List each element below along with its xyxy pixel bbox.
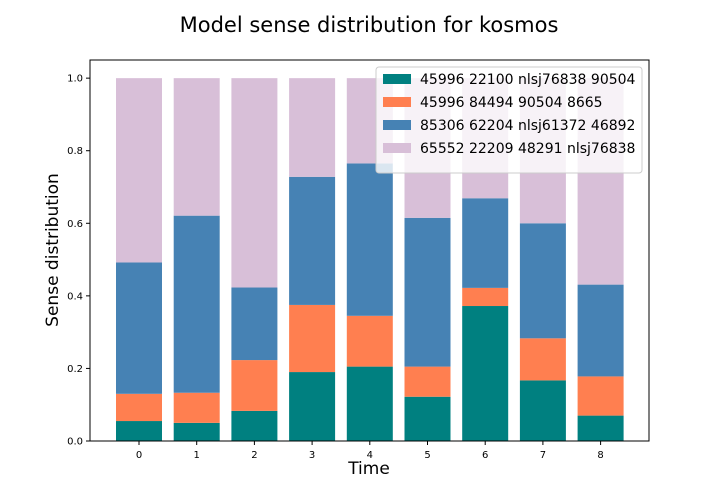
x-tick-label: 0 xyxy=(136,450,142,461)
legend-frame xyxy=(375,66,643,174)
bar-segment-s3-t0 xyxy=(116,78,162,263)
bar-segment-s1-t6 xyxy=(462,287,509,307)
bar-segment-s2-t8 xyxy=(577,284,624,377)
bar-segment-s3-t1 xyxy=(173,78,220,216)
legend-label: 45996 22100 nlsj76838 90504 xyxy=(420,72,636,88)
bar-segment-s2-t2 xyxy=(231,287,278,361)
bar-segment-s1-t4 xyxy=(346,315,393,367)
x-tick-label: 7 xyxy=(540,450,546,461)
legend-label: 85306 62204 nlsj61372 46892 xyxy=(420,118,635,134)
bar-segment-s1-t7 xyxy=(519,338,566,381)
bar-segment-s1-t5 xyxy=(404,366,451,397)
bar-segment-s0-t2 xyxy=(231,410,278,441)
bar-segment-s2-t7 xyxy=(519,223,566,339)
bar-segment-s3-t3 xyxy=(289,78,336,177)
x-axis-label: Time xyxy=(347,459,390,479)
bar-segment-s0-t4 xyxy=(346,366,393,441)
legend-swatch xyxy=(383,143,411,153)
bar-segment-s2-t1 xyxy=(173,215,220,393)
y-tick-label: 0.8 xyxy=(67,146,83,157)
bar-segment-s2-t4 xyxy=(346,163,393,316)
bar-segment-s2-t0 xyxy=(116,262,162,394)
bar-segment-s2-t3 xyxy=(289,176,336,305)
bar-segment-s3-t2 xyxy=(231,78,278,288)
chart-title: Model sense distribution for kosmos xyxy=(180,13,559,37)
bar-segment-s0-t7 xyxy=(519,380,566,441)
y-ticks: 0.0 0.2 0.4 0.6 0.8 1.0 xyxy=(67,74,90,448)
y-axis-label: Sense distribution xyxy=(43,173,63,327)
legend-label: 65552 22209 48291 nlsj76838 xyxy=(420,141,635,157)
bar-segment-s2-t5 xyxy=(404,217,451,367)
bar-segment-s1-t2 xyxy=(231,360,278,411)
x-tick-label: 3 xyxy=(309,450,315,461)
legend-swatch xyxy=(383,74,411,84)
bar-segment-s0-t6 xyxy=(462,306,509,441)
bar-segment-s0-t8 xyxy=(577,415,624,441)
bar-segment-s0-t3 xyxy=(289,372,336,441)
bar-segment-s1-t3 xyxy=(289,304,336,373)
y-tick-label: 0.2 xyxy=(67,364,83,375)
bar-segment-s0-t0 xyxy=(116,421,162,441)
x-ticks: 0 1 2 3 4 5 6 7 8 xyxy=(136,441,604,461)
x-tick-label: 2 xyxy=(251,450,257,461)
x-tick-label: 4 xyxy=(367,450,373,461)
bar-segment-s1-t8 xyxy=(577,376,624,416)
y-tick-label: 1.0 xyxy=(67,74,83,85)
legend-label: 45996 84494 90504 8665 xyxy=(420,95,603,111)
x-tick-label: 1 xyxy=(194,450,200,461)
bar-segment-s1-t1 xyxy=(173,392,220,423)
bar-segment-s1-t0 xyxy=(116,393,162,422)
x-tick-label: 6 xyxy=(482,450,488,461)
y-tick-label: 0.0 xyxy=(67,437,83,448)
bar-segment-s0-t1 xyxy=(173,422,220,441)
x-tick-label: 5 xyxy=(424,450,430,461)
bar-segment-s0-t5 xyxy=(404,396,451,441)
y-tick-label: 0.4 xyxy=(67,291,83,302)
bar-segment-s2-t6 xyxy=(462,198,509,288)
legend-swatch xyxy=(383,97,411,107)
legend: 45996 22100 nlsj76838 90504 45996 84494 9… xyxy=(375,66,643,174)
y-tick-label: 0.6 xyxy=(67,219,83,230)
x-tick-label: 8 xyxy=(597,450,603,461)
legend-swatch xyxy=(383,120,411,130)
